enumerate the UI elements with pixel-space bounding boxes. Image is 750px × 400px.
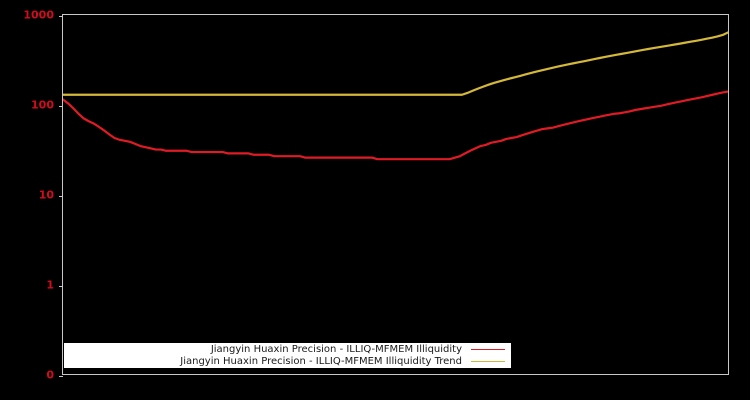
legend-color-swatch — [471, 361, 505, 362]
chart-legend: Jiangyin Huaxin Precision - ILLIQ-MFMEM … — [64, 343, 511, 368]
y-axis-tick-label: 1 — [46, 278, 54, 292]
y-axis-tick-label: 100 — [31, 98, 54, 112]
series-line-1 — [63, 90, 728, 161]
legend-item[interactable]: Jiangyin Huaxin Precision - ILLIQ-MFMEM … — [64, 344, 511, 356]
y-axis-tick-label: 10 — [38, 188, 54, 202]
y-axis-tick-mark — [59, 16, 63, 17]
series-layer — [63, 31, 728, 161]
y-axis-tick-label: 0 — [46, 368, 54, 382]
plot-frame — [59, 14, 729, 377]
legend-item[interactable]: Jiangyin Huaxin Precision - ILLIQ-MFMEM … — [64, 356, 511, 368]
series-line-2 — [63, 31, 728, 96]
plot-area — [63, 15, 728, 374]
y-axis-tick-label: 1000 — [23, 8, 54, 22]
legend-item-label: Jiangyin Huaxin Precision - ILLIQ-MFMEM … — [210, 343, 462, 355]
y-axis-tick-mark — [59, 286, 63, 287]
legend-color-swatch — [471, 349, 505, 350]
legend-item-label: Jiangyin Huaxin Precision - ILLIQ-MFMEM … — [180, 355, 462, 367]
y-axis-tick-mark — [59, 196, 63, 197]
y-axis-tick-mark — [59, 106, 63, 107]
y-axis: 1000 100 10 1 0 — [0, 0, 62, 400]
y-axis-tick-mark — [59, 376, 63, 377]
